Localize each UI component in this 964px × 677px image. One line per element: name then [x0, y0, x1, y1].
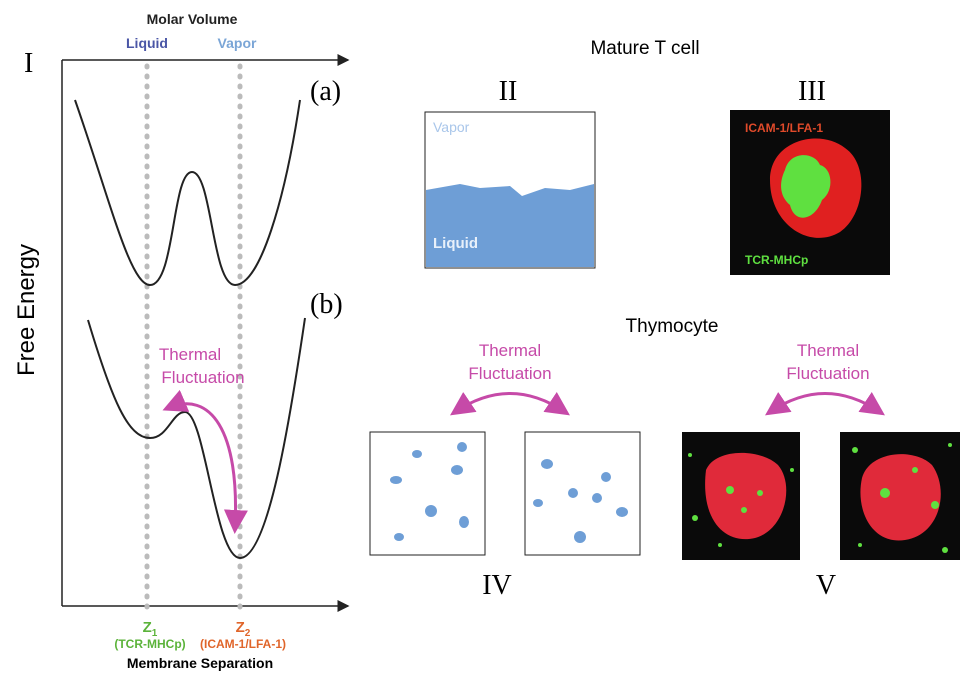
region-label: Liquid — [433, 235, 478, 252]
z-symbol: Z — [143, 619, 152, 636]
ellipse — [425, 505, 437, 517]
fluctuation-arrow — [455, 394, 565, 413]
z-label: Z2 — [236, 619, 251, 639]
ellipse — [394, 533, 404, 541]
ellipse — [457, 442, 467, 452]
figure: I Molar Volume Liquid Vapor (a) (b) Free… — [0, 0, 964, 677]
circle — [948, 443, 952, 447]
top-label: Vapor — [218, 35, 257, 51]
ellipse — [541, 459, 553, 469]
annotation: Fluctuation — [786, 364, 869, 383]
circle — [726, 486, 734, 494]
ellipse — [616, 507, 628, 517]
image-label: TCR-MHCp — [745, 253, 808, 267]
circle — [718, 543, 722, 547]
panel-label: II — [499, 76, 518, 107]
annotation: Thermal — [159, 345, 221, 364]
fluctuation-arrow — [770, 394, 880, 413]
curve-label: (a) — [310, 76, 341, 107]
ellipse — [601, 472, 611, 482]
z-label: (TCR-MHCp) — [114, 637, 185, 651]
ellipse — [592, 493, 602, 503]
z-label: (ICAM-1/LFA-1) — [200, 637, 286, 651]
panel-label: III — [798, 76, 826, 107]
panel-label: V — [816, 570, 836, 601]
z-label: Z1 — [143, 619, 158, 639]
ellipse — [568, 488, 578, 498]
circle — [858, 543, 862, 547]
ellipse — [451, 465, 463, 475]
circle — [741, 507, 747, 513]
curve-label: (b) — [310, 289, 343, 320]
circle — [757, 490, 763, 496]
circle — [692, 515, 698, 521]
circle — [931, 501, 939, 509]
annotation: Thermal — [797, 341, 859, 360]
ellipse — [459, 516, 469, 528]
annotation: Fluctuation — [161, 368, 244, 387]
panel-frame — [370, 432, 485, 555]
page: {"panel_i": {"label": "I", "top_axis_tit… — [0, 0, 964, 677]
circle — [790, 468, 794, 472]
axis-title: Free Energy — [13, 244, 40, 376]
section-title: Thymocyte — [626, 316, 719, 337]
circle — [688, 453, 692, 457]
circle — [912, 467, 918, 473]
annotation: Thermal — [479, 341, 541, 360]
ellipse — [574, 531, 586, 543]
image-label: ICAM-1/LFA-1 — [745, 121, 823, 135]
section-title: Mature T cell — [590, 38, 699, 59]
top-label: Liquid — [126, 35, 168, 51]
ellipse — [533, 499, 543, 507]
curve-a — [75, 100, 300, 285]
liquid-region — [426, 184, 594, 267]
fluctuation-arrow — [168, 404, 236, 528]
circle — [880, 488, 890, 498]
z-symbol: Z — [236, 619, 245, 636]
annotation: Fluctuation — [468, 364, 551, 383]
circle — [942, 547, 948, 553]
axis-title: Molar Volume — [147, 11, 238, 27]
axis-title: Membrane Separation — [127, 655, 273, 671]
panel-label: I — [24, 48, 33, 79]
circle — [852, 447, 858, 453]
ellipse — [412, 450, 422, 458]
region-label: Vapor — [433, 119, 470, 135]
panel-label: IV — [482, 570, 512, 601]
ellipse — [390, 476, 402, 484]
